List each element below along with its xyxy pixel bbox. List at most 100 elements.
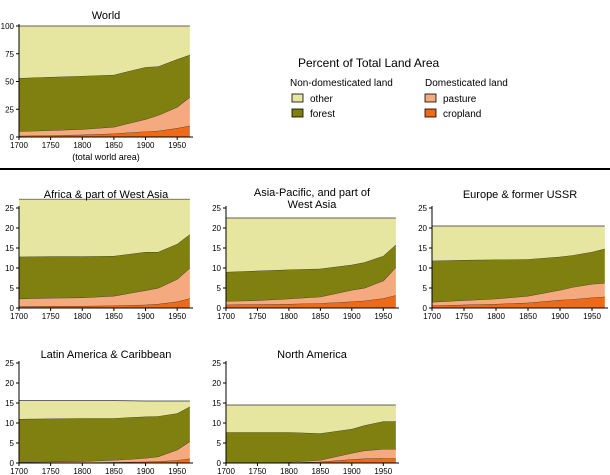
y-tick-label: 0 — [217, 304, 222, 313]
x-tick-label: 1850 — [311, 467, 329, 475]
x-tick-label: 1700 — [10, 141, 28, 150]
y-tick-label: 5 — [423, 284, 428, 293]
legend-label-other: other — [310, 94, 333, 105]
world-x-note: (total world area) — [72, 152, 140, 162]
y-tick-label: 15 — [418, 244, 427, 253]
x-tick-label: 1950 — [583, 312, 601, 321]
area-other — [226, 405, 396, 434]
chart-panel-4: 0 5 10 15 20 25 1700 1750 1800 1850 1900 1950 Latin … — [5, 349, 193, 475]
y-tick-label: 25 — [418, 204, 427, 213]
legend-group-domesticated: Domesticated land — [425, 78, 508, 89]
y-tick-label: 20 — [212, 379, 221, 388]
chart-title: Europe & former USSR — [463, 189, 577, 201]
x-tick-label: 1750 — [42, 467, 60, 475]
y-tick-label: 75 — [5, 50, 14, 59]
area-pasture — [19, 97, 190, 136]
chart-title: World — [92, 10, 121, 22]
x-tick-label: 1700 — [10, 312, 28, 321]
y-tick-label: 15 — [212, 399, 221, 408]
y-tick-label: 15 — [5, 244, 14, 253]
y-tick-label: 25 — [212, 359, 221, 368]
legend-title: Percent of Total Land Area — [298, 56, 440, 70]
legend: Percent of Total Land Area Non-domestica… — [290, 56, 508, 120]
area-cropland — [19, 298, 190, 308]
x-tick-label: 1850 — [311, 312, 329, 321]
x-tick-label: 1850 — [105, 312, 123, 321]
area-cropland — [226, 295, 396, 308]
y-tick-label: 0 — [10, 133, 15, 142]
area-edge-forest — [225, 244, 397, 273]
chart-title: Latin America & Caribbean — [41, 349, 172, 361]
x-tick-label: 1700 — [423, 312, 441, 321]
legend-swatch-forest — [291, 108, 304, 118]
chart-panel-0: 0 25 50 75 100 1700 1750 1800 1850 1900 1950 World — [1, 10, 193, 150]
x-tick-label: 1700 — [10, 467, 28, 475]
x-tick-label: 1950 — [168, 312, 186, 321]
x-tick-label: 1700 — [217, 467, 235, 475]
y-tick-label: 25 — [212, 204, 221, 213]
y-tick-label: 15 — [5, 399, 14, 408]
chart-title-line2: West Asia — [288, 199, 338, 211]
area-cropland — [19, 125, 190, 137]
x-tick-label: 1900 — [343, 312, 361, 321]
area-pasture — [19, 268, 190, 307]
y-tick-label: 10 — [5, 264, 14, 273]
y-tick-label: 20 — [5, 379, 14, 388]
y-tick-label: 50 — [5, 78, 14, 87]
x-tick-label: 1900 — [137, 312, 155, 321]
area-forest — [226, 421, 396, 463]
x-tick-label: 1700 — [217, 312, 235, 321]
x-tick-label: 1850 — [105, 467, 123, 475]
chart-panel-2: 0 5 10 15 20 25 1700 1750 1800 1850 1900 1950 Asia-P… — [212, 187, 399, 321]
chart-title: North America — [277, 349, 348, 361]
x-tick-label: 1900 — [137, 467, 155, 475]
chart-title: Asia-Pacific, and part of — [254, 187, 371, 199]
x-tick-label: 1800 — [73, 141, 91, 150]
x-tick-label: 1950 — [168, 141, 186, 150]
x-tick-label: 1850 — [105, 141, 123, 150]
area-forest — [432, 248, 605, 302]
area-pasture — [226, 449, 396, 463]
x-tick-label: 1750 — [42, 312, 60, 321]
y-tick-label: 5 — [10, 284, 15, 293]
chart-panel-1: 0 5 10 15 20 25 1700 1750 1800 1850 1900 1950 Africa… — [5, 189, 193, 321]
x-tick-label: 1750 — [249, 312, 267, 321]
chart-panel-3: 0 5 10 15 20 25 1700 1750 1800 1850 1900 1950 Europe… — [418, 189, 608, 321]
x-tick-label: 1750 — [455, 312, 473, 321]
y-tick-label: 0 — [217, 459, 222, 468]
y-tick-label: 5 — [10, 439, 15, 448]
y-tick-label: 0 — [10, 304, 15, 313]
x-tick-label: 1850 — [519, 312, 537, 321]
area-forest — [19, 54, 190, 132]
x-tick-label: 1800 — [487, 312, 505, 321]
x-tick-label: 1800 — [73, 312, 91, 321]
y-tick-label: 10 — [418, 264, 427, 273]
legend-label-cropland: cropland — [443, 109, 481, 120]
y-tick-label: 25 — [5, 204, 14, 213]
x-tick-label: 1750 — [42, 141, 60, 150]
y-tick-label: 10 — [212, 264, 221, 273]
legend-swatch-pasture — [424, 93, 437, 103]
y-tick-label: 20 — [418, 224, 427, 233]
area-other — [432, 226, 605, 261]
area-forest — [19, 406, 190, 463]
y-tick-label: 10 — [5, 419, 14, 428]
legend-label-forest: forest — [310, 109, 335, 120]
y-tick-label: 20 — [212, 224, 221, 233]
area-forest — [226, 244, 396, 302]
area-other — [19, 26, 190, 79]
y-tick-label: 0 — [10, 459, 15, 468]
chart-panel-5: 0 5 10 15 20 25 1700 1750 1800 1850 1900 1950 North … — [212, 349, 399, 475]
x-tick-label: 1800 — [73, 467, 91, 475]
legend-swatch-other — [291, 93, 304, 103]
x-tick-label: 1800 — [280, 467, 298, 475]
legend-swatch-cropland — [424, 108, 437, 118]
x-tick-label: 1900 — [343, 467, 361, 475]
area-other — [19, 199, 190, 257]
area-other — [19, 400, 190, 419]
x-tick-label: 1950 — [374, 312, 392, 321]
y-tick-label: 25 — [5, 359, 14, 368]
y-tick-label: 10 — [212, 419, 221, 428]
legend-label-pasture: pasture — [443, 94, 477, 105]
